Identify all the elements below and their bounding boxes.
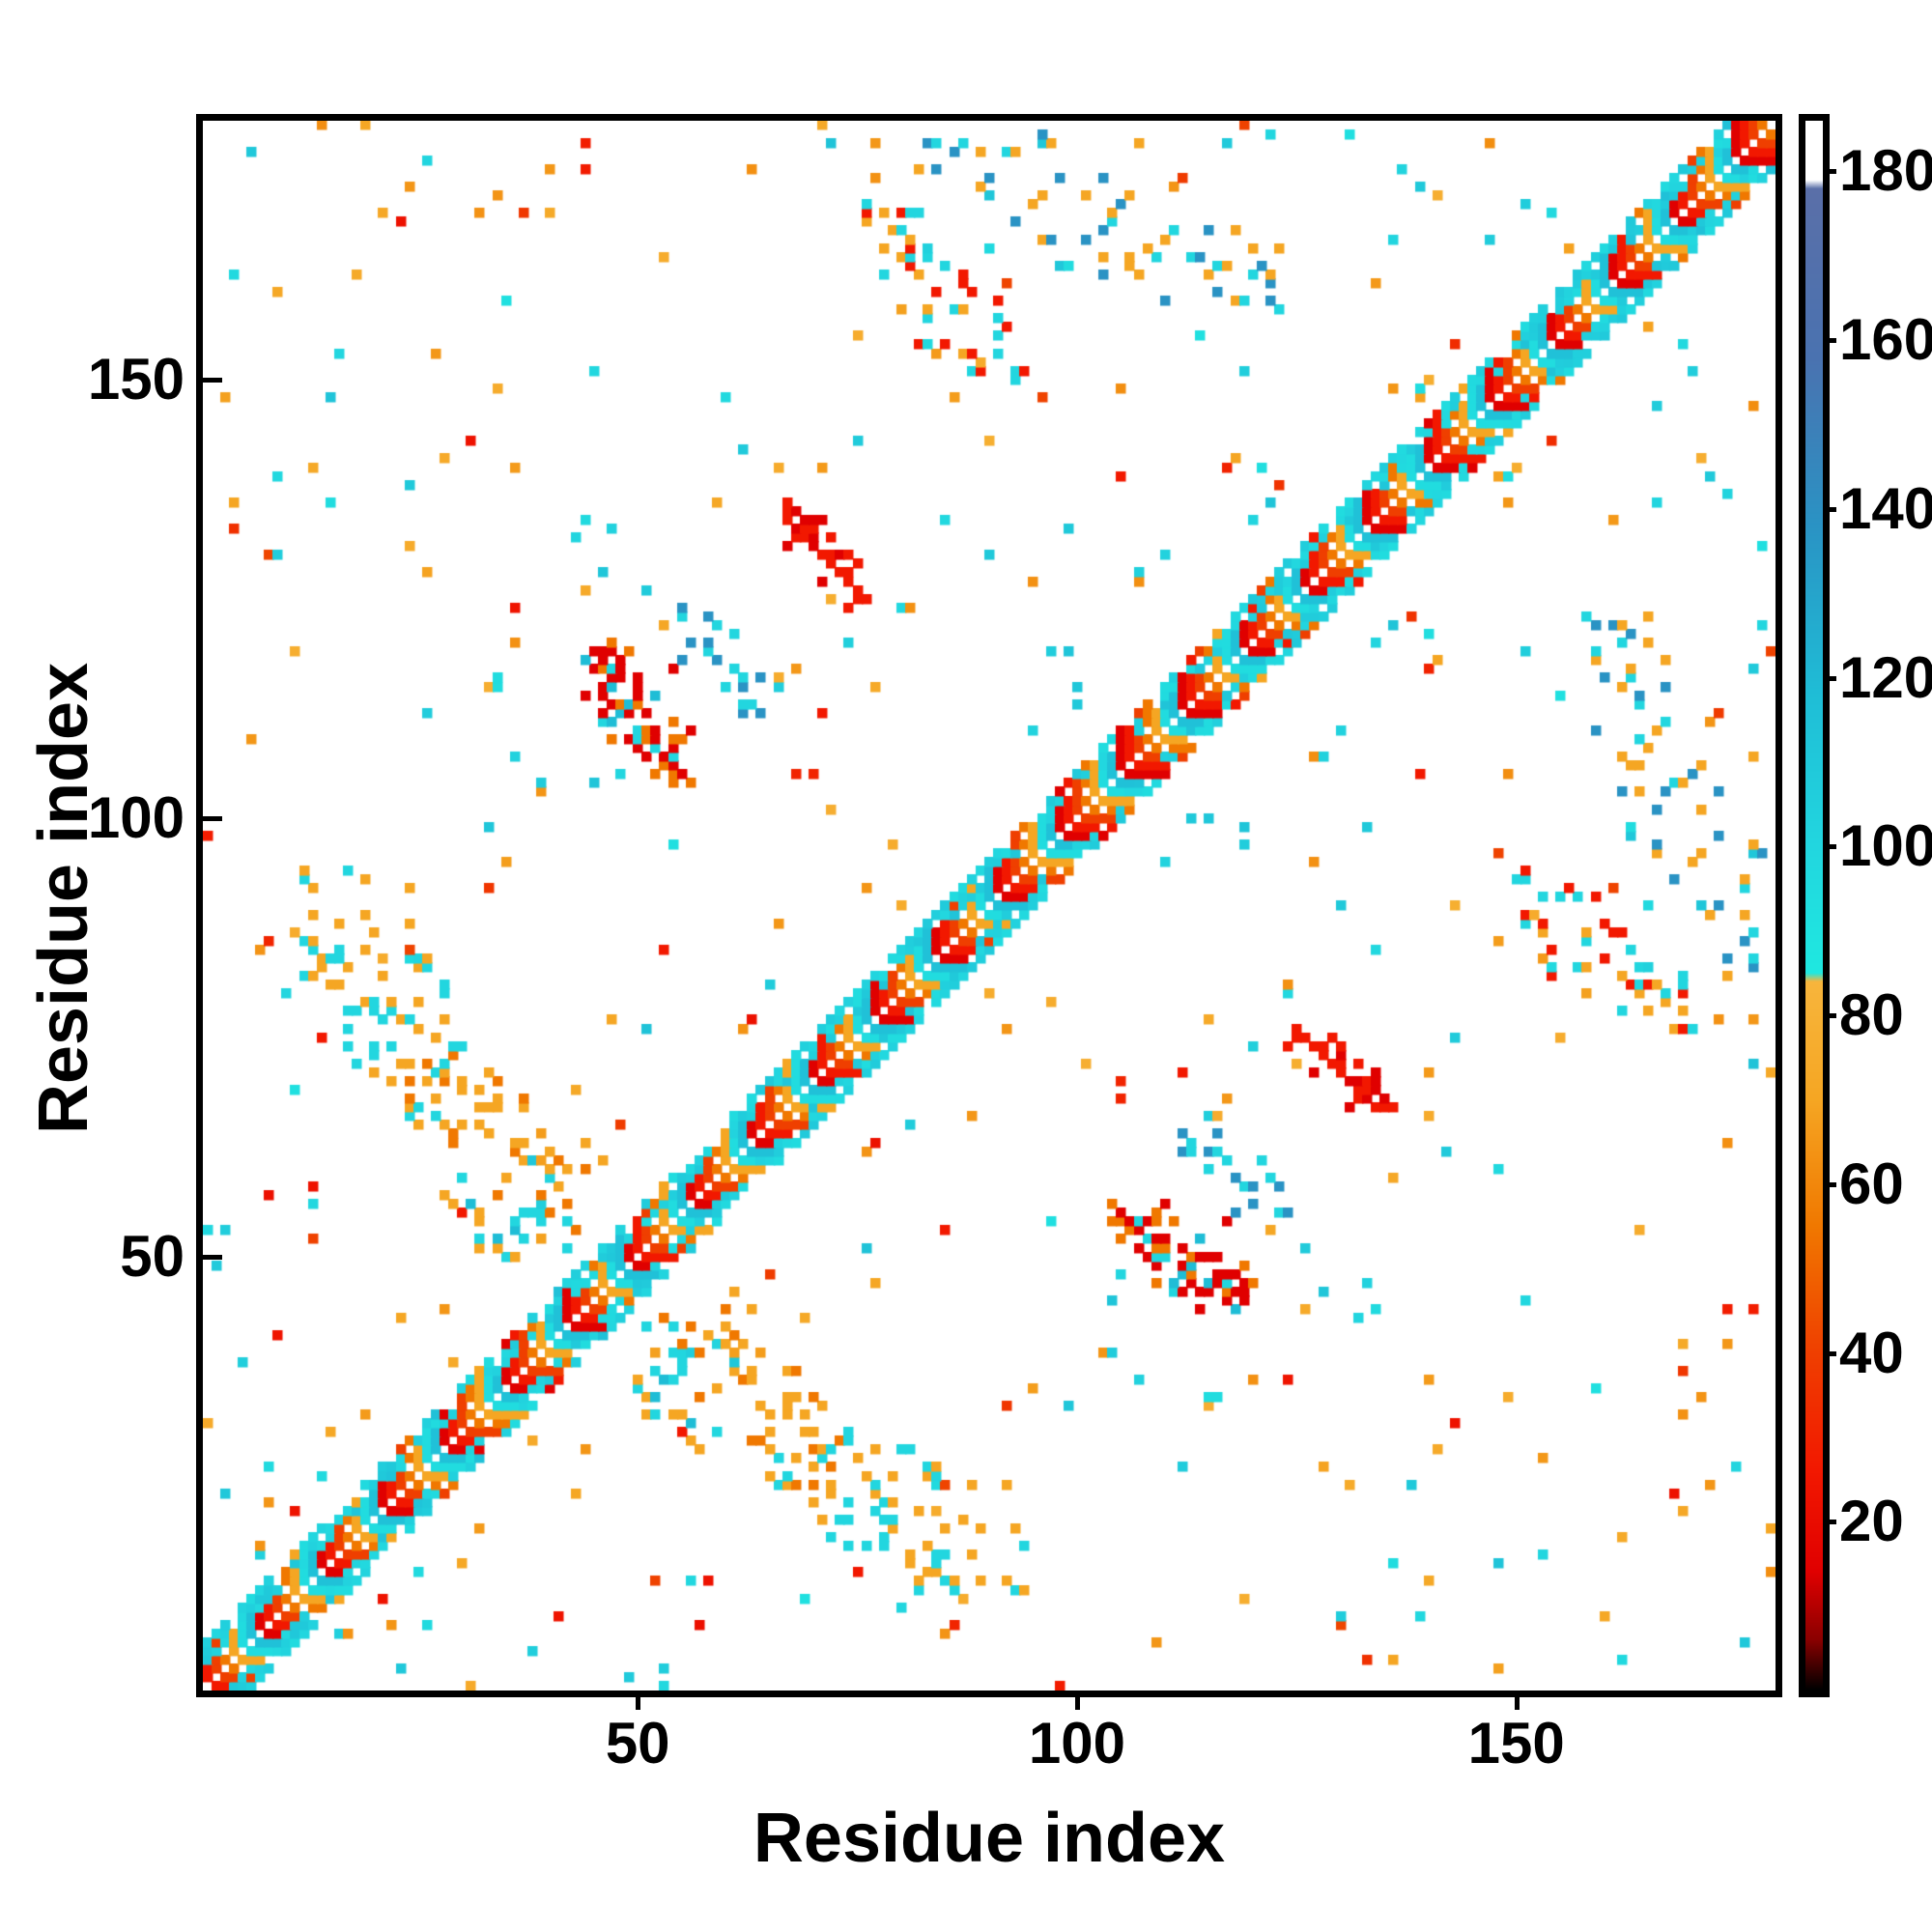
y-tick-label-150: 150 (87, 346, 185, 412)
colorbar-tick-label-180: 180 (1839, 138, 1932, 204)
x-tick-mark-50 (636, 1690, 641, 1710)
colorbar-tick-mark-100 (1823, 844, 1836, 850)
y-tick-label-100: 100 (87, 784, 185, 850)
colorbar-tick-label-160: 160 (1839, 307, 1932, 373)
colorbar[interactable] (1799, 114, 1830, 1697)
y-tick-mark-150 (203, 377, 222, 383)
colorbar-tick-mark-140 (1823, 506, 1836, 512)
colorbar-tick-mark-40 (1823, 1350, 1836, 1356)
colorbar-tick-mark-160 (1823, 338, 1836, 344)
colorbar-tick-mark-80 (1823, 1013, 1836, 1019)
y-tick-mark-50 (203, 1254, 222, 1260)
colorbar-frame (1799, 114, 1830, 1697)
colorbar-tick-label-60: 60 (1839, 1151, 1904, 1216)
heatmap-canvas[interactable] (203, 121, 1776, 1690)
colorbar-tick-label-120: 120 (1839, 644, 1932, 710)
x-tick-label-100: 100 (1028, 1711, 1125, 1776)
y-axis-title: Residue index (25, 662, 102, 1135)
colorbar-tick-label-40: 40 (1839, 1320, 1904, 1385)
colorbar-gradient (1805, 121, 1823, 1690)
colorbar-tick-mark-180 (1823, 169, 1836, 175)
y-tick-mark-100 (203, 815, 222, 821)
x-tick-mark-100 (1074, 1690, 1080, 1710)
x-tick-label-150: 150 (1467, 1711, 1565, 1776)
x-tick-mark-150 (1514, 1690, 1520, 1710)
y-tick-label-50: 50 (120, 1223, 185, 1289)
colorbar-tick-label-80: 80 (1839, 982, 1904, 1048)
x-tick-label-50: 50 (605, 1711, 670, 1776)
plot-area[interactable] (196, 114, 1782, 1697)
colorbar-tick-mark-20 (1823, 1520, 1836, 1525)
colorbar-tick-mark-120 (1823, 675, 1836, 681)
colorbar-tick-label-100: 100 (1839, 813, 1932, 879)
colorbar-tick-mark-60 (1823, 1181, 1836, 1187)
x-axis-title: Residue index (753, 1800, 1226, 1877)
colorbar-tick-label-140: 140 (1839, 475, 1932, 541)
colorbar-tick-label-20: 20 (1839, 1489, 1904, 1554)
